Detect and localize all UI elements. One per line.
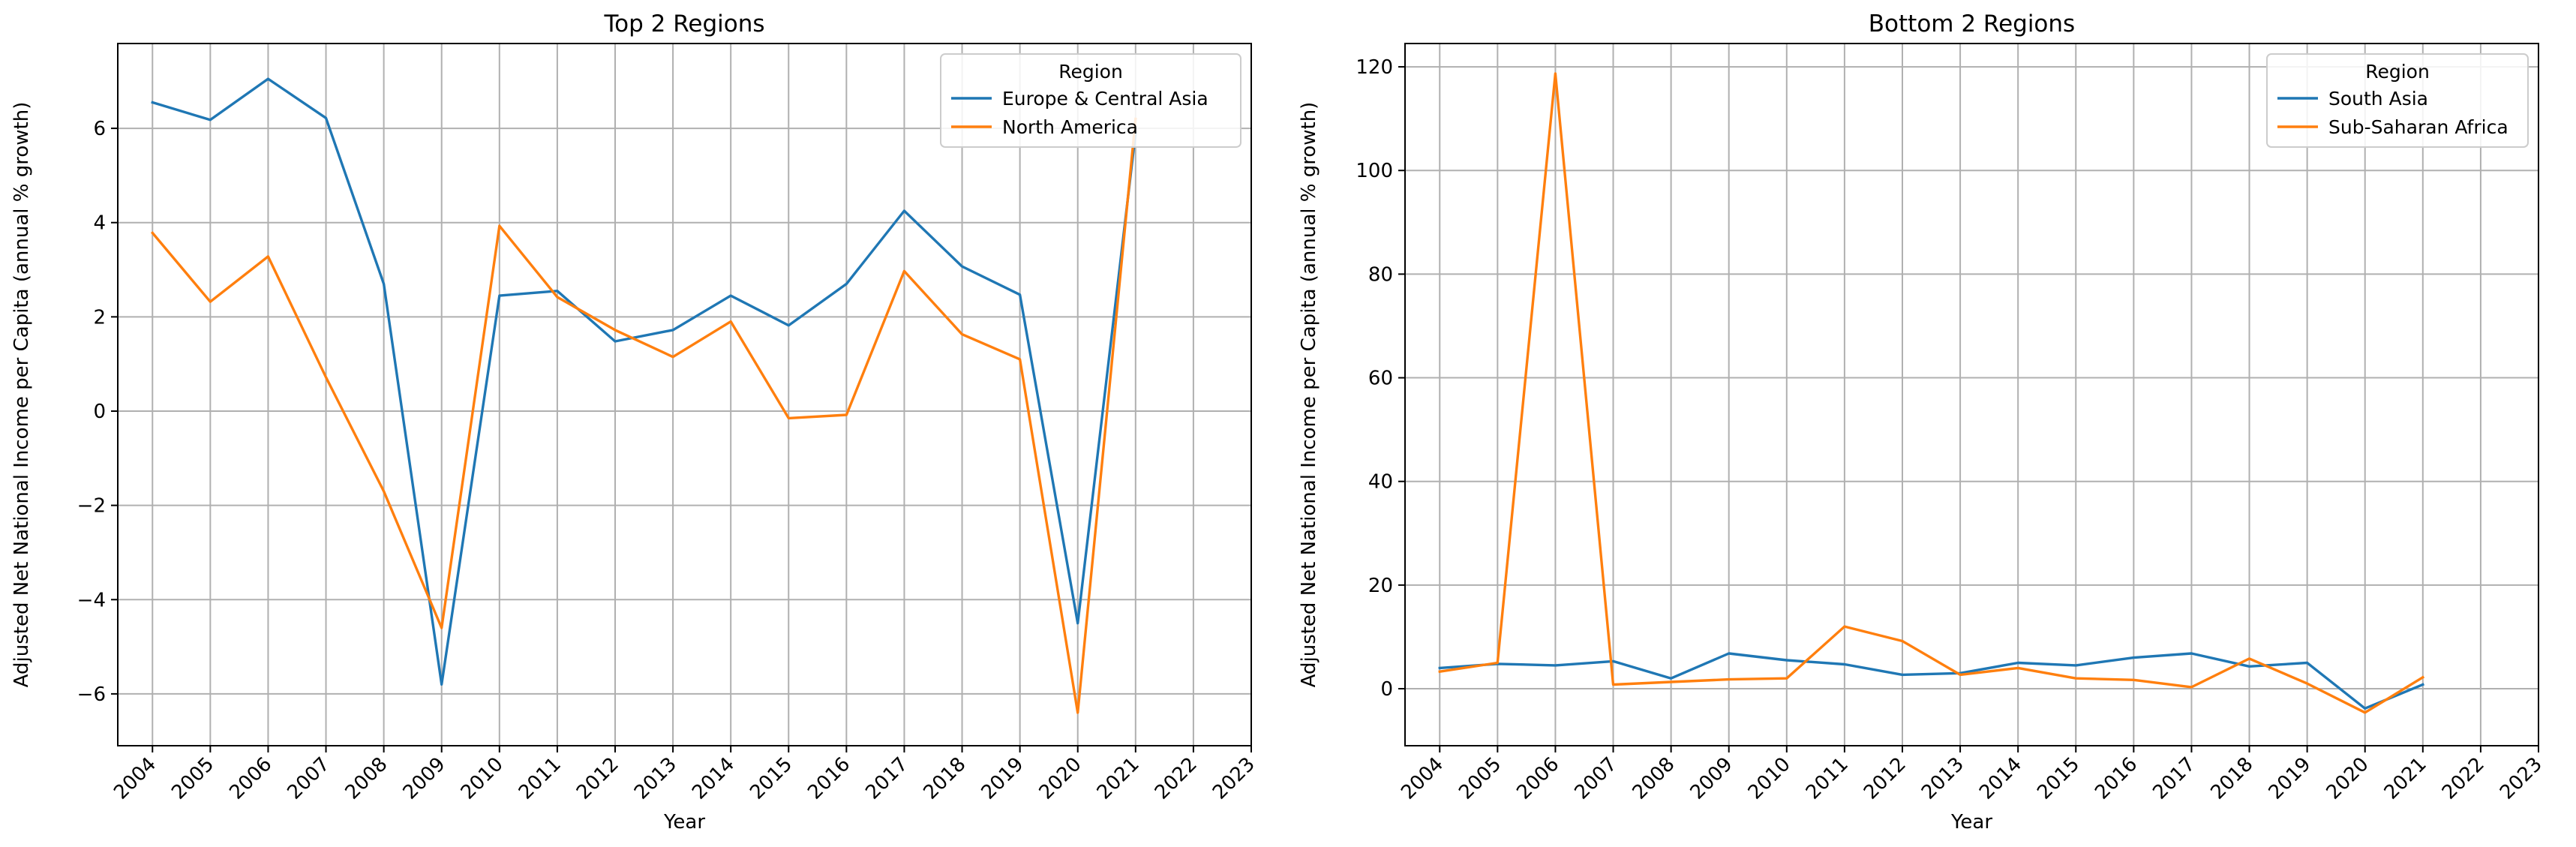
x-tick-label: 2008: [1629, 753, 1680, 804]
y-axis-label: Adjusted Net National Income per Capita …: [11, 102, 33, 688]
x-axis-label: Year: [663, 811, 705, 833]
chart-title: Bottom 2 Regions: [1869, 11, 2075, 38]
series-line-sub-saharan-africa: [1438, 72, 2425, 714]
y-axis-label: Adjusted Net National Income per Capita …: [1298, 102, 1320, 688]
axes-frame: [117, 43, 1252, 746]
legend-entry: Sub-Saharan Africa: [2328, 116, 2508, 138]
x-tick-label: 2022: [1151, 753, 1202, 804]
x-tick-label: 2010: [1744, 753, 1795, 804]
legend: Region Europe & Central Asia North America: [940, 53, 1241, 148]
y-tick-label: −6: [77, 683, 106, 706]
y-tick-label: 100: [1356, 160, 1393, 182]
legend-box: [2266, 53, 2529, 148]
x-tick-label: 2004: [1397, 753, 1448, 804]
x-tick-label: 2022: [2438, 753, 2489, 804]
x-tick-label: 2012: [572, 753, 623, 804]
x-tick-label: 2020: [2322, 753, 2373, 804]
x-tick-label: 2016: [2091, 753, 2142, 804]
legend: Region South Asia Sub-Saharan Africa: [2266, 53, 2529, 148]
y-tick-label: 20: [1368, 575, 1393, 597]
x-tick-label: 2010: [457, 753, 508, 804]
x-tick-label: 2012: [1860, 753, 1911, 804]
legend-title: Region: [1058, 61, 1123, 83]
x-tick-label: 2021: [2380, 753, 2431, 804]
legend-entry: South Asia: [2328, 88, 2428, 110]
y-tick-label: 120: [1356, 56, 1393, 79]
x-tick-label: 2011: [1802, 753, 1853, 804]
legend-box: [940, 53, 1241, 148]
y-tick-label: 0: [93, 401, 106, 423]
y-tick-label: 2: [93, 306, 106, 329]
x-tick-label: 2023: [2496, 753, 2547, 804]
legend-title: Region: [2365, 61, 2430, 83]
x-tick-label: 2006: [1512, 753, 1563, 804]
y-tick-label: 0: [1380, 678, 1393, 701]
x-tick-label: 2015: [2033, 753, 2084, 804]
x-tick-label: 2017: [861, 753, 912, 804]
x-tick-label: 2005: [1455, 753, 1506, 804]
x-tick-label: 2006: [225, 753, 276, 804]
x-tick-label: 2014: [1975, 753, 2026, 804]
x-tick-label: 2005: [167, 753, 218, 804]
series-line-europe-central-asia: [151, 77, 1137, 686]
x-tick-label: 2009: [399, 753, 450, 804]
x-tick-label: 2014: [688, 753, 739, 804]
x-tick-label: 2023: [1208, 753, 1259, 804]
y-tick-label: 4: [93, 212, 106, 235]
legend-entry: North America: [1002, 116, 1138, 138]
chart-panel-1: 2004 2005 2006 2007 2008 2009 2010 2011 2012 2013…: [11, 11, 1259, 833]
chart-panel-2: 2004 2005 2006 2007 2008 2009 2010 2011 2012 2013…: [1298, 11, 2547, 833]
axes-frame: [1404, 43, 2539, 746]
x-axis-label: Year: [1950, 811, 1992, 833]
y-tick-label: −4: [77, 589, 106, 611]
x-tick-label: 2016: [803, 753, 854, 804]
x-tick-label: 2013: [630, 753, 681, 804]
y-tick-label: 80: [1368, 263, 1393, 286]
x-tick-label: 2019: [2265, 753, 2316, 804]
x-tick-label: 2019: [977, 753, 1028, 804]
x-tick-label: 2015: [746, 753, 797, 804]
x-tick-label: 2017: [2148, 753, 2199, 804]
x-tick-label: 2020: [1035, 753, 1086, 804]
x-tick-label: 2007: [1570, 753, 1621, 804]
y-tick-label: −2: [77, 495, 106, 518]
series-line-north-america: [150, 117, 1137, 714]
x-tick-label: 2011: [515, 753, 566, 804]
x-tick-label: 2021: [1093, 753, 1144, 804]
series-line-south-asia: [1438, 652, 2425, 710]
y-tick-label: 40: [1368, 471, 1393, 494]
x-tick-label: 2008: [341, 753, 392, 804]
legend-entry: Europe & Central Asia: [1002, 88, 1208, 110]
x-tick-label: 2018: [919, 753, 970, 804]
y-tick-label: 60: [1368, 368, 1393, 390]
chart-title: Top 2 Regions: [603, 11, 764, 38]
x-tick-label: 2009: [1686, 753, 1737, 804]
x-tick-label: 2007: [283, 753, 334, 804]
x-tick-label: 2004: [110, 753, 161, 804]
x-tick-label: 2018: [2206, 753, 2257, 804]
x-tick-label: 2013: [1917, 753, 1968, 804]
y-tick-label: 6: [93, 118, 106, 140]
